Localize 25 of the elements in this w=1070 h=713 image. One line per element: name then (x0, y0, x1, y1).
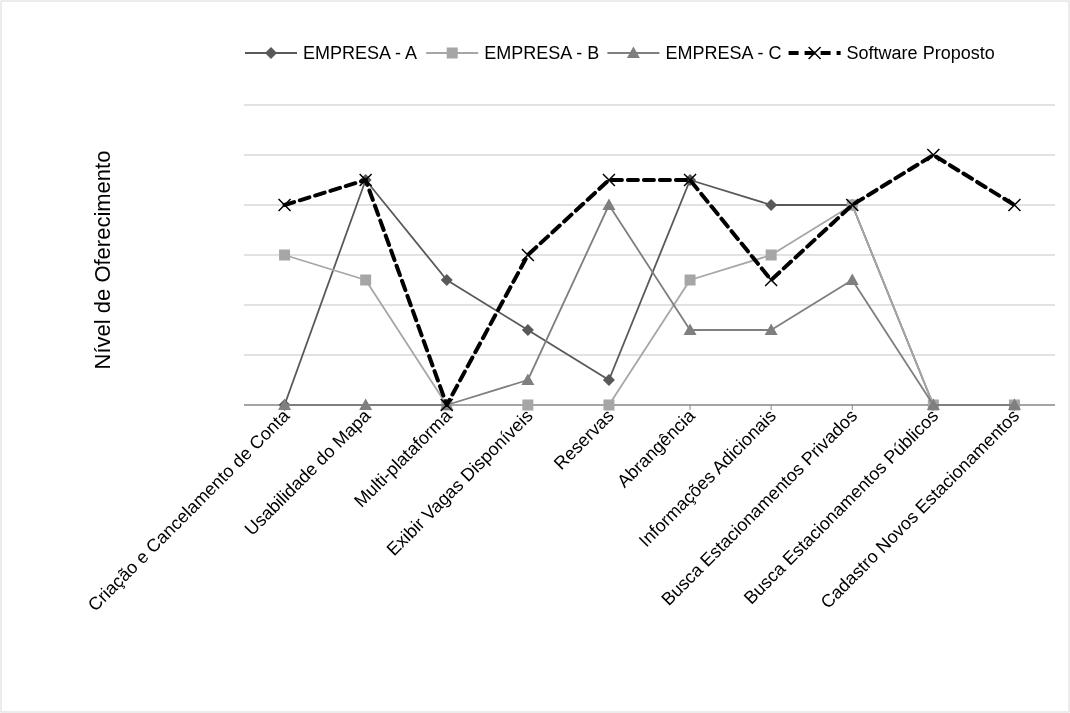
point (279, 249, 291, 261)
point (926, 148, 941, 162)
point (440, 274, 453, 286)
point (765, 249, 777, 261)
point (845, 273, 859, 285)
point (360, 274, 372, 286)
y-axis-title: Nível de Oferecimento (90, 150, 115, 370)
point (1007, 198, 1022, 212)
point (684, 274, 696, 286)
point (277, 198, 292, 212)
point (521, 248, 535, 262)
legend-label: EMPRESA - B (484, 43, 600, 63)
legend-label: Software Proposto (846, 43, 995, 63)
point (603, 399, 615, 411)
point (602, 173, 616, 187)
legend-label: EMPRESA - C (665, 43, 782, 63)
legend-label: EMPRESA - A (303, 43, 418, 63)
point (602, 374, 615, 386)
point (683, 323, 697, 335)
point (602, 198, 616, 210)
point (522, 399, 534, 411)
point (521, 373, 535, 385)
point (764, 323, 778, 335)
point (521, 324, 534, 336)
point (359, 398, 373, 410)
